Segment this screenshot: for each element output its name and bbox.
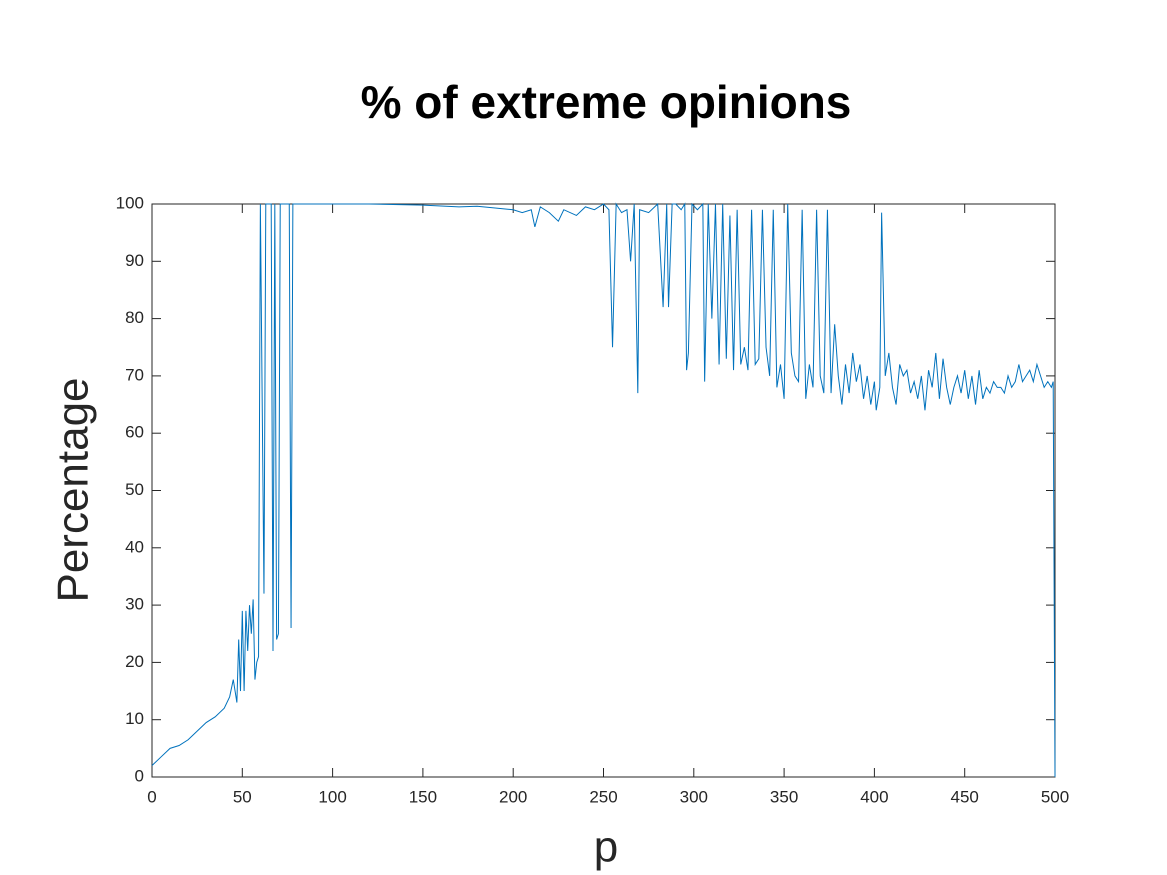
y-tick-label: 0	[135, 766, 144, 785]
x-tick-label: 450	[951, 787, 979, 806]
x-axis-label: p	[594, 823, 618, 872]
x-tick-label: 350	[770, 787, 798, 806]
x-tick-label: 200	[499, 787, 527, 806]
x-tick-label: 400	[860, 787, 888, 806]
chart-title: % of extreme opinions	[361, 76, 852, 128]
x-tick-label: 50	[233, 787, 252, 806]
x-tick-label: 0	[147, 787, 156, 806]
y-tick-label: 70	[125, 365, 144, 384]
y-axis-label: Percentage	[49, 377, 98, 602]
x-tick-label: 300	[680, 787, 708, 806]
x-tick-label: 250	[589, 787, 617, 806]
x-tick-label: 500	[1041, 787, 1069, 806]
x-tick-label: 100	[318, 787, 346, 806]
y-tick-label: 30	[125, 595, 144, 614]
y-tick-label: 40	[125, 537, 144, 556]
y-tick-label: 80	[125, 308, 144, 327]
y-tick-label: 10	[125, 709, 144, 728]
plot-area	[151, 203, 1056, 778]
y-tick-label: 90	[125, 251, 144, 270]
y-tick-label: 60	[125, 423, 144, 442]
y-tick-label: 100	[116, 193, 144, 212]
x-tick-label: 150	[409, 787, 437, 806]
y-tick-label: 50	[125, 480, 144, 499]
data-line	[151, 202, 1056, 778]
y-tick-label: 20	[125, 652, 144, 671]
